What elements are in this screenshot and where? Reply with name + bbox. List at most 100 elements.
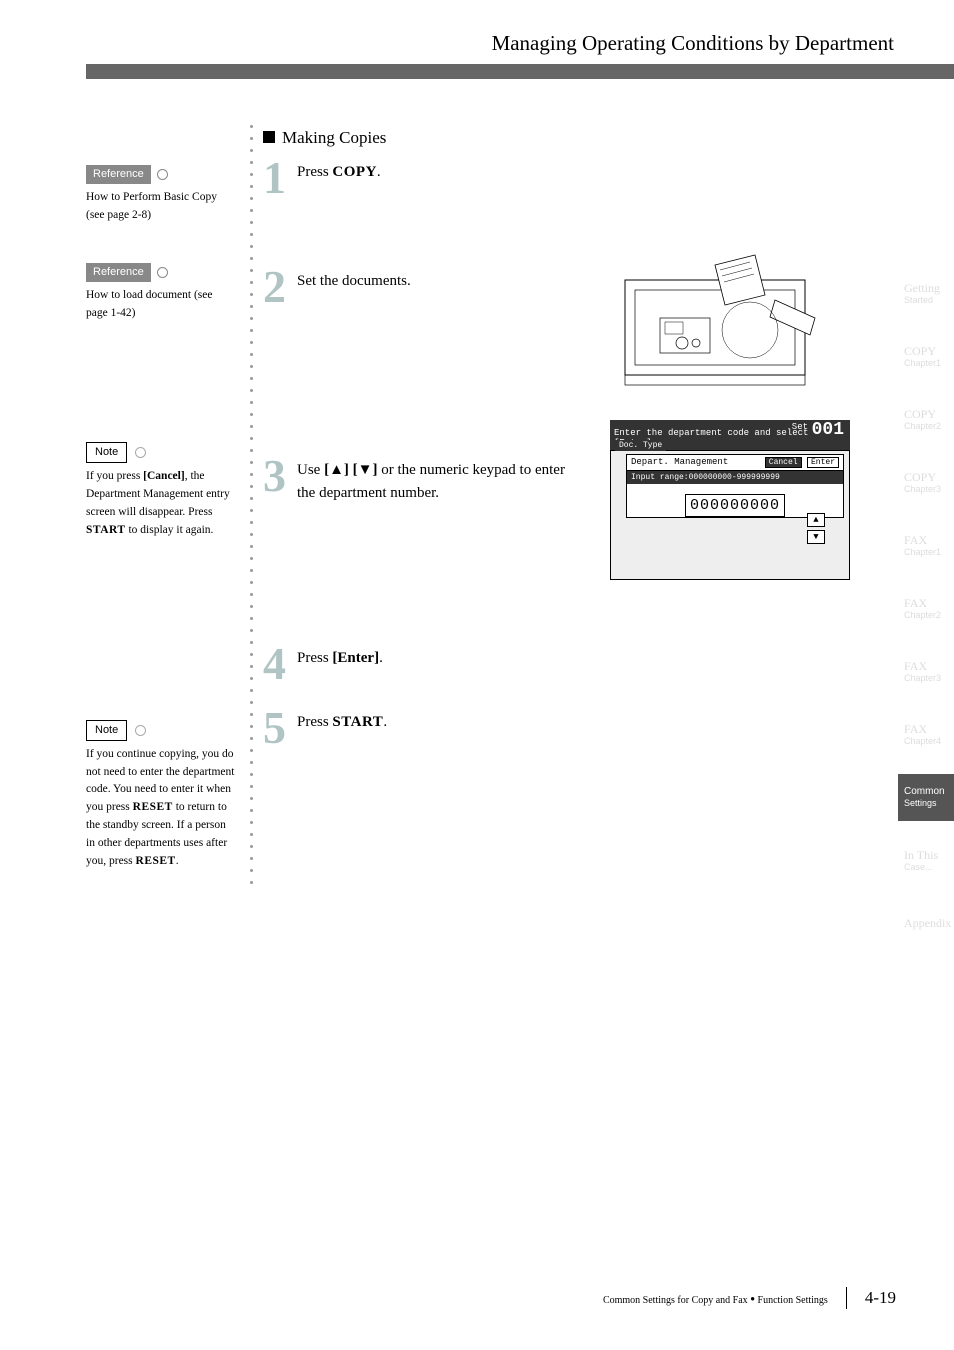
t: . bbox=[176, 855, 179, 867]
tab-fax-1[interactable]: FAXChapter1 bbox=[898, 522, 954, 569]
reference-badge: Reference bbox=[86, 165, 151, 184]
t: Press bbox=[297, 650, 332, 666]
lcd-enter-button[interactable]: Enter bbox=[807, 457, 839, 468]
t: to display it again. bbox=[126, 524, 214, 536]
step-text: Use [▲] [▼] or the numeric keypad to ent… bbox=[297, 456, 567, 504]
lcd-body: Doc. Type Depart. Management Cancel Ente… bbox=[610, 450, 850, 580]
t: Chapter1 bbox=[904, 547, 954, 558]
dotted-divider bbox=[250, 125, 254, 885]
t: START bbox=[332, 714, 383, 730]
t: [▲] [▼] bbox=[324, 462, 377, 478]
t: Function Settings bbox=[758, 1295, 828, 1306]
t: Chapter4 bbox=[904, 736, 954, 747]
lcd-up-button[interactable]: ▲ bbox=[807, 513, 825, 527]
t: Common Settings for Copy and Fax bbox=[603, 1295, 748, 1306]
t: Settings bbox=[904, 798, 954, 809]
lcd-panel: Depart. Management Cancel Enter Input ra… bbox=[626, 454, 844, 518]
t: Case... bbox=[904, 862, 954, 873]
t: If you press bbox=[86, 470, 143, 482]
t: COPY bbox=[904, 407, 954, 421]
header-bar bbox=[86, 64, 954, 79]
printer-illustration bbox=[610, 240, 835, 395]
step-text: Set the documents. bbox=[297, 267, 411, 293]
lcd-input-range: Input range:000000000-999999999 bbox=[627, 471, 843, 484]
step-text: Press [Enter]. bbox=[297, 644, 383, 670]
square-bullet-icon bbox=[263, 131, 275, 143]
t: [Cancel] bbox=[143, 470, 185, 482]
t: COPY bbox=[904, 344, 954, 358]
t: RESET bbox=[133, 801, 173, 813]
step-number: 5 bbox=[263, 708, 297, 747]
step-text: Press COPY. bbox=[297, 158, 381, 184]
bullet-icon: ● bbox=[750, 1294, 755, 1303]
t: COPY bbox=[332, 164, 377, 180]
step-1: 1 Press COPY. bbox=[263, 158, 803, 197]
step-4: 4 Press [Enter]. bbox=[263, 644, 803, 683]
step-5: 5 Press START. bbox=[263, 708, 803, 747]
page-number: 4-19 bbox=[865, 1288, 896, 1308]
lcd-row: Depart. Management Cancel Enter bbox=[627, 455, 843, 471]
lcd-value-field[interactable]: 000000000 bbox=[685, 494, 785, 517]
step-text: Press START. bbox=[297, 708, 387, 734]
t: Appendix bbox=[904, 916, 954, 930]
tab-appendix[interactable]: Appendix bbox=[898, 900, 954, 947]
t: Started bbox=[904, 295, 954, 306]
lcd-dept-label: Depart. Management bbox=[631, 457, 728, 468]
lcd-screen: Set 001 Enter the department code and se… bbox=[610, 420, 850, 585]
t: FAX bbox=[904, 533, 954, 547]
note-badge: Note bbox=[86, 720, 127, 741]
t: FAX bbox=[904, 722, 954, 736]
note-badge: Note bbox=[86, 442, 127, 463]
t: [Enter] bbox=[332, 650, 379, 666]
reference-circle-icon bbox=[157, 267, 168, 278]
tab-copy-3[interactable]: COPYChapter3 bbox=[898, 459, 954, 506]
note-block-1: Note If you press [Cancel], the Departme… bbox=[86, 442, 236, 539]
section-tabs: GettingStarted COPYChapter1 COPYChapter2… bbox=[898, 270, 954, 963]
t: Common bbox=[904, 786, 954, 798]
side-notes-column: Reference How to Perform Basic Copy (see… bbox=[86, 165, 236, 870]
t: . bbox=[377, 164, 381, 180]
t: Chapter1 bbox=[904, 358, 954, 369]
t: . bbox=[379, 650, 383, 666]
footer-text: Common Settings for Copy and Fax ● Funct… bbox=[603, 1295, 828, 1306]
reference-badge: Reference bbox=[86, 263, 151, 282]
tab-copy-1[interactable]: COPYChapter1 bbox=[898, 333, 954, 380]
note-text-2: If you continue copying, you do not need… bbox=[86, 746, 236, 871]
lcd-arrows: ▲ ▼ bbox=[807, 513, 825, 547]
page-title: Managing Operating Conditions by Departm… bbox=[492, 31, 894, 56]
step-number: 2 bbox=[263, 267, 297, 306]
page-footer: Common Settings for Copy and Fax ● Funct… bbox=[603, 1281, 896, 1308]
t: Press bbox=[297, 164, 332, 180]
t: Press bbox=[297, 714, 332, 730]
tab-getting-started[interactable]: GettingStarted bbox=[898, 270, 954, 317]
tab-common-settings[interactable]: CommonSettings bbox=[898, 774, 954, 821]
footer-divider bbox=[846, 1287, 847, 1309]
lcd-down-button[interactable]: ▼ bbox=[807, 530, 825, 544]
note-text-1: If you press [Cancel], the Department Ma… bbox=[86, 468, 236, 539]
note-circle-icon bbox=[135, 725, 146, 736]
t: In This bbox=[904, 848, 954, 862]
tab-in-this-case[interactable]: In ThisCase... bbox=[898, 837, 954, 884]
t: COPY bbox=[904, 470, 954, 484]
lcd-cancel-button[interactable]: Cancel bbox=[765, 457, 802, 468]
tab-fax-3[interactable]: FAXChapter3 bbox=[898, 648, 954, 695]
reference-text-2: How to load document (see page 1-42) bbox=[86, 287, 236, 323]
lcd-doctype-tab: Doc. Type bbox=[615, 440, 666, 451]
tab-copy-2[interactable]: COPYChapter2 bbox=[898, 396, 954, 443]
t: . bbox=[383, 714, 387, 730]
note-block-2: Note If you continue copying, you do not… bbox=[86, 720, 236, 871]
reference-circle-icon bbox=[157, 169, 168, 180]
tab-fax-2[interactable]: FAXChapter2 bbox=[898, 585, 954, 632]
section-heading: Making Copies bbox=[263, 128, 803, 148]
t: Getting bbox=[904, 281, 954, 295]
section-title-text: Making Copies bbox=[282, 128, 386, 147]
step-number: 3 bbox=[263, 456, 297, 495]
step-number: 1 bbox=[263, 158, 297, 197]
t: Chapter2 bbox=[904, 610, 954, 621]
note-circle-icon bbox=[135, 447, 146, 458]
step-number: 4 bbox=[263, 644, 297, 683]
t: FAX bbox=[904, 659, 954, 673]
tab-fax-4[interactable]: FAXChapter4 bbox=[898, 711, 954, 758]
t: FAX bbox=[904, 596, 954, 610]
reference-block-1: Reference How to Perform Basic Copy (see… bbox=[86, 165, 236, 225]
